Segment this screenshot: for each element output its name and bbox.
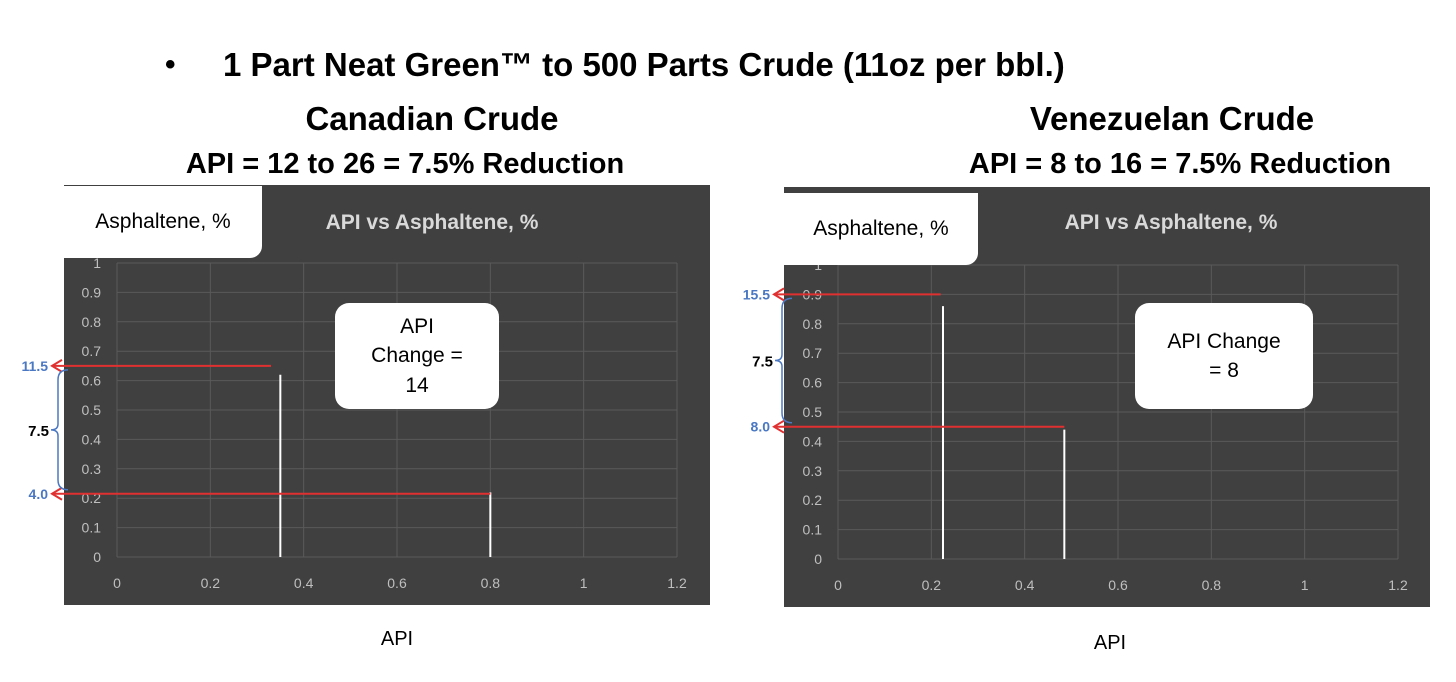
chart-2-reference-arrow-1: [772, 287, 785, 302]
chart-1-y-tick: 0.9: [82, 284, 102, 300]
chart-2-x-tick: 0.2: [922, 577, 942, 593]
chart-2-x-tick: 1.2: [1388, 577, 1408, 593]
chart-1-y-tick: 0: [93, 549, 101, 565]
chart-1-y-tick: 0.1: [82, 520, 102, 536]
chart-2-y-tick: 0.8: [803, 316, 823, 332]
chart-1-y-tick: 0.7: [82, 343, 102, 359]
chart-2-x-tick: 0.6: [1108, 577, 1128, 593]
headline: • 1 Part Neat Green™ to 500 Parts Crude …: [165, 46, 1065, 84]
chart-1-difference-brace: [50, 369, 69, 491]
chart-1-x-tick: 0.4: [294, 575, 314, 591]
chart-1-x-tick: 1: [580, 575, 588, 591]
chart-2-y-tick: 0.5: [803, 404, 823, 420]
chart-1-x-tick: 0.6: [387, 575, 407, 591]
chart-2-y-tick: 0: [814, 551, 822, 567]
chart-2-x-tick: 1: [1301, 577, 1309, 593]
chart-2-title: API vs Asphaltene, %: [1065, 211, 1278, 234]
chart-1-reference-label-1: 11.5: [22, 358, 49, 374]
chart-2-x-tick: 0.8: [1202, 577, 1222, 593]
chart-2-y-tick: 0.4: [803, 433, 823, 449]
panel-2-xlabel: API: [1093, 632, 1127, 654]
chart-1-reference-label-2: 4.0: [29, 486, 49, 502]
panel-2-subtitle: API = 8 to 16 = 7.5% Reduction: [968, 148, 1392, 180]
chart-1-title: API vs Asphaltene, %: [326, 211, 539, 234]
chart-1-y-tick: 0.5: [82, 402, 102, 418]
chart-1-reference-arrow-1: [50, 359, 63, 373]
chart-2-y-tick: 0.6: [803, 375, 823, 391]
chart-2-reference-arrow-2: [772, 419, 785, 434]
chart-2-reference-label-1: 15.5: [743, 286, 770, 302]
chart-1-x-tick: 0.2: [201, 575, 221, 591]
headline-text: 1 Part Neat Green™ to 500 Parts Crude (1…: [223, 46, 1065, 83]
chart-1-difference-label: 7.5: [28, 423, 49, 440]
chart-2-difference-label: 7.5: [752, 354, 773, 371]
chart-1-y-tick: 0.6: [82, 373, 102, 389]
chart-2-y-tick: 0.3: [803, 463, 823, 479]
chart-1-x-tick: 0.8: [481, 575, 501, 591]
chart-2-y-tick: 1: [814, 257, 822, 273]
chart-2-y-tick: 0.2: [803, 492, 823, 508]
chart-1-x-tick: 0: [113, 575, 121, 591]
panel-1-callout: API Change = 14: [335, 303, 499, 409]
chart-2-x-tick: 0: [834, 577, 842, 593]
bullet-mark: •: [165, 48, 176, 81]
chart-2-reference-label-2: 8.0: [751, 419, 771, 435]
chart-1-x-tick: 1.2: [667, 575, 687, 591]
chart-1-y-tick: 0.8: [82, 314, 102, 330]
chart-2-x-tick: 0.4: [1015, 577, 1035, 593]
chart-2-y-tick: 0.7: [803, 345, 823, 361]
panel-2-title: Venezuelan Crude: [1029, 100, 1315, 137]
panel-1-title: Canadian Crude: [305, 100, 559, 137]
chart-2-y-tick: 0.1: [803, 522, 823, 538]
chart-2-difference-brace: [774, 297, 793, 424]
chart-1-y-tick: 0.3: [82, 461, 102, 477]
chart-1-y-tick: 0.4: [82, 431, 102, 447]
panel-1-xlabel: API: [380, 628, 414, 650]
panel-1-ylabel: Asphaltene, %: [64, 186, 262, 258]
chart-1-reference-arrow-2: [50, 486, 63, 501]
chart-1-y-tick: 0.2: [82, 490, 102, 506]
chart-1-y-tick: 1: [93, 255, 101, 271]
panel-1-subtitle: API = 12 to 26 = 7.5% Reduction: [185, 148, 625, 180]
panel-2-ylabel: Asphaltene, %: [784, 193, 978, 265]
panel-2-callout: API Change = 8: [1135, 303, 1313, 409]
